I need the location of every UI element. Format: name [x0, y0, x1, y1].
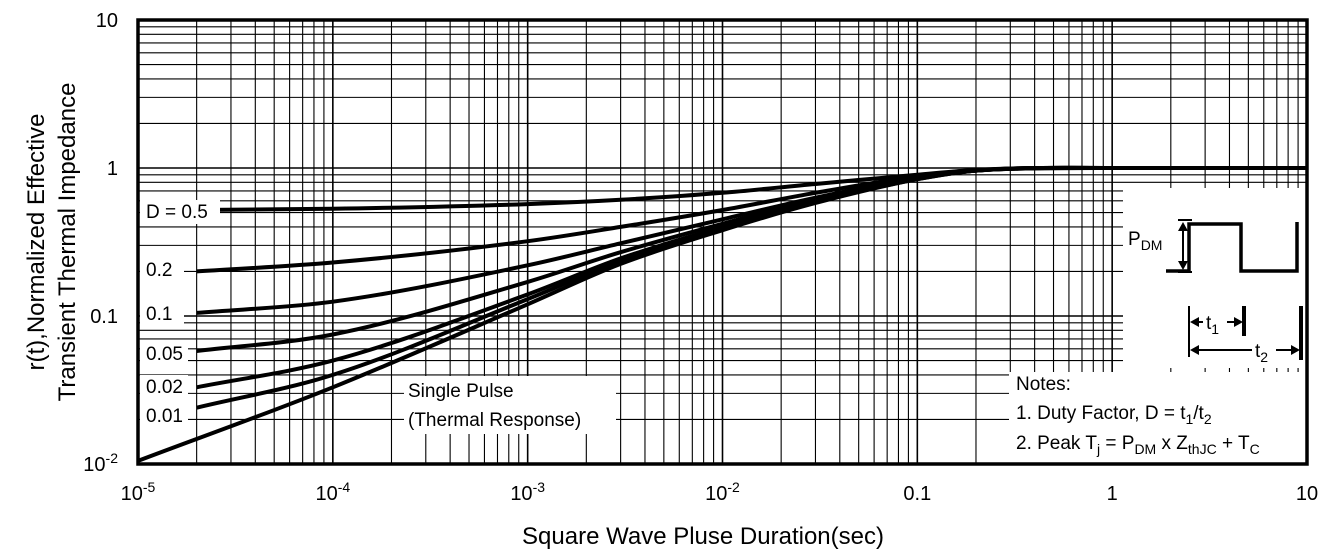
notes-title: Notes:: [1016, 374, 1071, 395]
t2-label: t2: [1255, 341, 1268, 365]
y-axis-title-line1: r(t),Normalized Effective: [23, 114, 50, 371]
label-bg-0.02: [140, 375, 188, 399]
x-tick-label-6: 10: [1296, 483, 1318, 505]
t1-label-bg: [1203, 311, 1227, 333]
t2-label-bg: [1252, 339, 1276, 363]
pulse-diagram: PDM t1 t2: [1128, 219, 1303, 365]
x-tick-label-4: 0.1: [903, 483, 931, 505]
x-tick-label-2: 10-3: [510, 479, 545, 505]
note-peak-tj: 2. Peak Tj = PDM x ZthJC + TC: [1016, 433, 1260, 457]
single-pulse-label-bg: [404, 376, 616, 434]
plot-frame: [136, 18, 1309, 466]
x-tick-label-0: 10-5: [121, 479, 156, 505]
x-tick-label-5: 1: [1107, 483, 1118, 505]
grid-lines: [138, 20, 1307, 464]
label-bg-0.5: [140, 200, 220, 224]
label-bg-0.2: [140, 258, 184, 282]
tick-labels: 10-5 10-4 10-3 10-2 0.1 1 10 10 1 0.1 10-2: [83, 10, 1318, 505]
series-curves: [137, 165, 1307, 463]
series-line-6: [137, 165, 1307, 463]
y-tick-label-1: 1: [107, 158, 118, 180]
series-label-1: 0.2: [146, 260, 172, 281]
t1-label: t1: [1206, 313, 1219, 337]
series-label-0: D = 0.5: [146, 202, 208, 223]
label-bg-0.1: [140, 302, 184, 326]
series-label-5: 0.01: [146, 406, 183, 427]
annotations: D = 0.5 0.2 0.1 0.05 0.02 0.01 Single Pulse (Th…: [146, 202, 1260, 457]
pdm-label: PDM: [1128, 229, 1162, 253]
y-tick-label-2: 0.1: [90, 306, 118, 328]
x-tick-label-3: 10-2: [705, 479, 740, 505]
y-tick-label-3: 10-2: [83, 450, 118, 476]
notes-bg: [1009, 372, 1307, 464]
x-tick-label-1: 10-4: [315, 479, 350, 505]
single-pulse-label: Single Pulse: [408, 381, 514, 402]
label-bg-0.01: [140, 404, 188, 428]
x-axis-title: Square Wave Pluse Duration(sec): [522, 523, 884, 550]
note-duty-factor: 1. Duty Factor, D = t1/t2: [1016, 403, 1212, 427]
annotation-backgrounds: [140, 188, 1307, 464]
inset-bg: [1123, 188, 1307, 368]
y-tick-label-0: 10: [96, 10, 118, 32]
series-label-2: 0.1: [146, 304, 172, 325]
series-label-4: 0.02: [146, 377, 183, 398]
thermal-response-label: (Thermal Response): [408, 410, 581, 431]
series-label-3: 0.05: [146, 344, 183, 365]
label-bg-0.05: [140, 342, 188, 366]
y-axis-title-line2: Transient Thermal Impedance: [54, 83, 81, 402]
